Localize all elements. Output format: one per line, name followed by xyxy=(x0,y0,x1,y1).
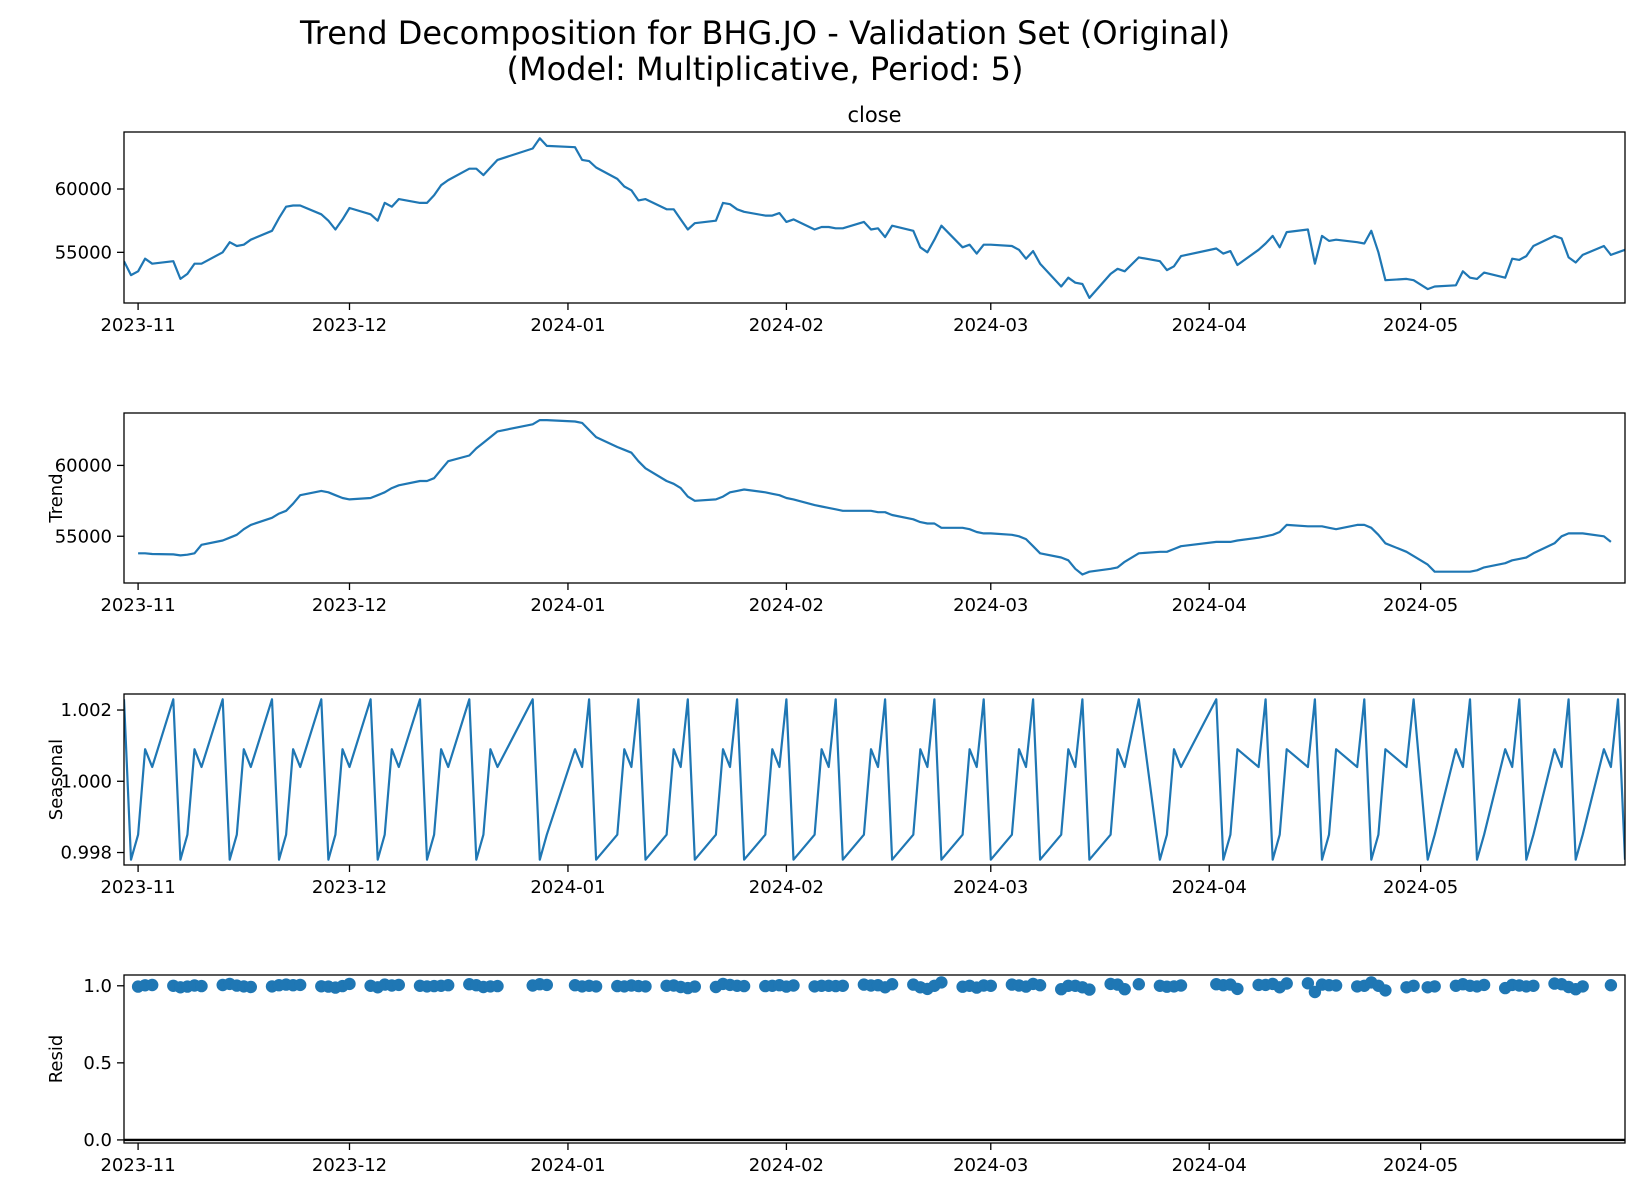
resid-point xyxy=(1527,979,1540,992)
y-tick-label: 55000 xyxy=(55,526,112,547)
series-line-seasonal xyxy=(124,698,1625,861)
y-tick-label: 60000 xyxy=(55,455,112,476)
y-tick-label: 0.5 xyxy=(83,1053,112,1074)
x-tick-label: 2024-02 xyxy=(749,315,824,336)
y-tick-label: 0.0 xyxy=(83,1130,112,1151)
x-tick-label: 2024-04 xyxy=(1172,877,1247,898)
x-tick-label: 2023-11 xyxy=(100,877,175,898)
y-tick-label: 1.000 xyxy=(60,771,112,792)
x-tick-label: 2024-01 xyxy=(530,877,605,898)
x-tick-label: 2024-01 xyxy=(530,1155,605,1176)
x-tick-label: 2024-03 xyxy=(953,1155,1028,1176)
series-line-close xyxy=(124,137,1625,299)
x-tick-label: 2024-02 xyxy=(749,877,824,898)
resid-point xyxy=(146,978,159,992)
x-tick-label: 2023-12 xyxy=(312,315,387,336)
resid-point xyxy=(540,978,553,992)
y-tick-label: 60000 xyxy=(55,179,112,200)
x-tick-label: 2024-03 xyxy=(953,595,1028,616)
resid-point xyxy=(1477,978,1491,992)
resid-point xyxy=(1329,979,1343,992)
x-tick-label: 2024-04 xyxy=(1172,1155,1247,1176)
panel-seasonal: Seasonal 2023-11 2023-12 2024-01 2024-02 2024… xyxy=(46,693,1626,898)
resid-point xyxy=(1174,979,1188,992)
y-tick-label: 55000 xyxy=(55,242,112,263)
y-axis-label: Trend xyxy=(46,473,67,523)
x-tick-label: 2024-04 xyxy=(1172,315,1247,336)
x-tick-label: 2024-01 xyxy=(530,315,605,336)
x-tick-label: 2024-03 xyxy=(953,315,1028,336)
resid-point xyxy=(1132,978,1146,991)
x-tick-label: 2024-05 xyxy=(1383,595,1458,616)
resid-point xyxy=(1118,983,1131,996)
plot-area xyxy=(124,698,1625,861)
plot-area xyxy=(124,137,1625,299)
y-tick-label: 0.998 xyxy=(60,843,112,864)
y-axis-label: Resid xyxy=(46,1035,67,1084)
resid-point xyxy=(343,977,356,991)
resid-point xyxy=(1033,979,1047,992)
x-tick-label: 2024-04 xyxy=(1172,595,1247,616)
panel-trend: Trend 2023-11 2023-12 2024-01 2024-02 2024-03… xyxy=(46,412,1626,616)
resid-point xyxy=(688,980,701,993)
resid-point xyxy=(1428,980,1441,993)
panel-title: close xyxy=(847,103,901,127)
resid-point xyxy=(491,979,504,993)
series-line-trend xyxy=(138,419,1612,576)
x-tick-label: 2024-05 xyxy=(1383,1155,1458,1176)
resid-point xyxy=(1231,982,1244,996)
x-tick-label: 2024-05 xyxy=(1383,315,1458,336)
axes-frame xyxy=(123,974,1626,1144)
resid-point xyxy=(836,979,849,992)
resid-point xyxy=(737,979,751,993)
resid-point xyxy=(1379,984,1392,997)
x-tick-label: 2023-11 xyxy=(100,595,175,616)
x-tick-label: 2023-11 xyxy=(100,1155,175,1176)
resid-point xyxy=(1407,979,1420,992)
x-tick-label: 2023-11 xyxy=(100,315,175,336)
resid-point xyxy=(442,979,455,992)
axes-frame xyxy=(123,693,1626,866)
resid-point xyxy=(1301,977,1315,990)
resid-point xyxy=(244,980,257,994)
resid-point xyxy=(984,979,997,992)
plot-area xyxy=(138,419,1612,576)
y-axis-label: Seasonal xyxy=(46,739,67,820)
x-tick-label: 2023-12 xyxy=(312,1155,387,1176)
resid-point xyxy=(885,978,899,991)
x-tick-label: 2024-01 xyxy=(530,595,605,616)
x-tick-label: 2024-02 xyxy=(749,1155,824,1176)
plot-area xyxy=(124,976,1625,1142)
resid-point xyxy=(639,980,652,993)
axes-frame xyxy=(123,412,1626,584)
figure-title-line-2: (Model: Multiplicative, Period: 5) xyxy=(506,50,1024,88)
resid-point xyxy=(935,976,948,989)
resid-point xyxy=(392,978,405,992)
panel-resid: Resid 2023-11 2023-12 2024-01 2024-02 2024-03… xyxy=(46,974,1626,1176)
resid-point xyxy=(294,978,307,992)
x-tick-label: 2024-05 xyxy=(1383,877,1458,898)
panel-close: close 2023-11 2023-12 2024-01 2024-02 2024-03… xyxy=(55,103,1626,336)
resid-point xyxy=(1604,979,1618,992)
x-tick-label: 2023-12 xyxy=(312,877,387,898)
x-tick-label: 2023-12 xyxy=(312,595,387,616)
y-tick-label: 1.0 xyxy=(83,976,112,997)
y-tick-label: 1.002 xyxy=(60,700,112,721)
resid-point xyxy=(1576,980,1589,993)
resid-point xyxy=(589,980,603,993)
x-tick-label: 2024-03 xyxy=(953,877,1028,898)
resid-point xyxy=(787,979,800,992)
figure-title-line-1: Trend Decomposition for BHG.JO - Validat… xyxy=(299,14,1231,52)
resid-point xyxy=(1083,983,1096,996)
x-tick-label: 2024-02 xyxy=(749,595,824,616)
axes-frame xyxy=(123,131,1626,304)
resid-point xyxy=(1280,977,1293,990)
resid-point xyxy=(195,979,208,993)
